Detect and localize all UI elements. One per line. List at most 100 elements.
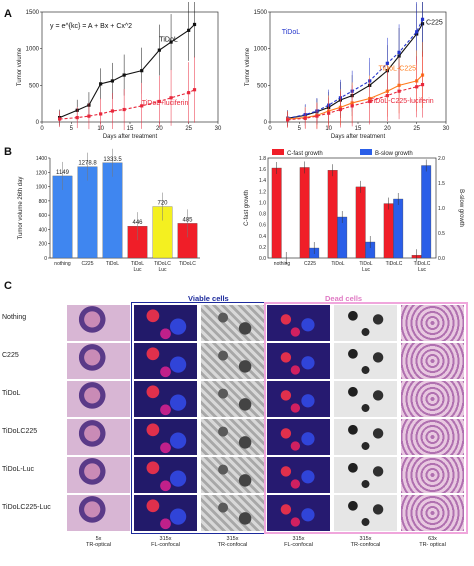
micrograph-tile — [400, 456, 465, 494]
x-tick-label: 15 — [127, 126, 134, 132]
x-axis-label: Days after treatment — [331, 134, 386, 140]
data-point — [110, 79, 114, 83]
data-point — [385, 94, 389, 98]
x-tick-label: 20 — [384, 126, 391, 132]
y-tick-label: 500 — [29, 83, 40, 89]
dead-cells-box — [264, 302, 468, 534]
bar-B-slow growth — [337, 216, 348, 259]
data-point — [303, 116, 307, 120]
category-label: Luc — [133, 267, 142, 273]
series-label: TiDoL — [159, 36, 178, 43]
y2-tick-label: 1.5 — [438, 181, 445, 187]
column-label: 315x TR-confocal — [333, 536, 398, 548]
equation-label: y = e^{kc} = A + Bx + Cx^2 — [50, 23, 132, 30]
micrograph-tile — [66, 380, 131, 418]
bar-C-fast growth — [383, 203, 394, 259]
micrograph-tile — [66, 456, 131, 494]
value-label: 1149 — [56, 170, 70, 176]
y-axis-label: Tumor volume 26th day — [18, 177, 24, 240]
micrograph-tile — [133, 304, 198, 342]
data-point — [192, 22, 197, 27]
micrograph-tile — [400, 342, 465, 380]
y-axis-label: Tumor volume — [245, 47, 251, 86]
y2-axis-label: B-slow growth — [458, 189, 464, 227]
data-point — [385, 61, 389, 65]
column-mode: FL-confocal — [151, 542, 180, 548]
micrograph-grid: Viable cells Dead cells Nothing C225 TiDoL… — [0, 290, 474, 566]
data-point — [169, 40, 173, 44]
y-tick-label: 1200 — [36, 170, 47, 176]
micrograph-tile — [133, 456, 198, 494]
y-tick-label: 0 — [36, 120, 40, 126]
column-magnification: 315x — [226, 536, 239, 542]
row-label: C225 — [2, 352, 19, 359]
bar-C-fast growth — [271, 167, 282, 259]
y-tick-label: 1000 — [36, 185, 47, 191]
dead-cells-label: Dead cells — [325, 294, 363, 303]
chart-b-left: 0 200 400 600 800 1000 1200 1400 Tumor volume 26… — [18, 148, 200, 273]
micrograph-tile — [133, 380, 198, 418]
micrograph-tile — [266, 304, 331, 342]
value-label: 720 — [157, 201, 168, 207]
data-point — [140, 69, 144, 73]
x-tick-label: 5 — [70, 126, 74, 132]
legend-swatch — [360, 149, 372, 155]
data-point — [58, 117, 62, 121]
data-point — [99, 112, 103, 116]
column-magnification: 315x — [359, 536, 372, 542]
y-tick-label: 0.4 — [259, 234, 266, 240]
column-magnification: 315x — [159, 536, 172, 542]
category-label: C225 — [304, 261, 316, 267]
y-tick-label: 1500 — [254, 10, 268, 16]
column-mode: TR-confocal — [350, 542, 381, 548]
micrograph-tile — [266, 456, 331, 494]
y-tick-label: 1.0 — [259, 200, 266, 206]
y-tick-label: 0.8 — [259, 212, 266, 218]
category-label: TiDoLC — [179, 261, 196, 267]
data-point — [192, 88, 197, 92]
x-tick-label: 25 — [185, 126, 192, 132]
micrograph-tile — [400, 304, 465, 342]
micrograph-tile — [333, 380, 398, 418]
y-tick-label: 1.8 — [259, 156, 266, 162]
category-label: TiDoLC — [414, 261, 431, 267]
data-point — [99, 82, 103, 86]
micrograph-tile — [333, 418, 398, 456]
x-axis-label: Days after treatment — [103, 134, 158, 140]
y-tick-label: 1.4 — [259, 178, 266, 184]
micrograph-tile — [400, 418, 465, 456]
data-point — [157, 48, 161, 52]
micrograph-tile — [133, 418, 198, 456]
data-point — [110, 109, 114, 113]
micrograph-tile — [66, 342, 131, 380]
micrograph-tile — [333, 494, 398, 532]
column-label: 5x TR-optical — [66, 536, 131, 548]
row-label: TiDoLC225 — [2, 428, 38, 435]
micrograph-tile — [200, 304, 265, 342]
panel-letter-c: C — [4, 280, 12, 292]
data-point — [368, 99, 372, 104]
y2-tick-label: 1.0 — [438, 206, 445, 212]
y-axis-label: C-fast growth — [244, 190, 250, 226]
legend-swatch — [272, 149, 284, 155]
x-tick-label: 30 — [215, 126, 222, 132]
x-tick-label: 30 — [443, 126, 450, 132]
chart-a-right: 0 5 10 15 20 25 30 0 500 1000 1500 Days after treat… — [245, 2, 450, 140]
micrograph-tile — [333, 342, 398, 380]
category-label: Luc — [158, 267, 167, 273]
y-tick-label: 0.2 — [259, 245, 266, 251]
data-point — [75, 116, 79, 120]
bar-TiDoL — [102, 162, 123, 259]
micrograph-tile — [133, 342, 198, 380]
data-point — [338, 107, 342, 112]
micrograph-tile — [266, 494, 331, 532]
chart-a-left: 0 5 10 15 20 25 30 0 500 1000 1500 Days after treat… — [17, 2, 222, 140]
micrograph-tile — [400, 494, 465, 532]
micrograph-tile — [333, 304, 398, 342]
legend-label: C-fast growth — [287, 151, 323, 157]
y-tick-label: 500 — [257, 83, 268, 89]
micrograph-tile — [333, 456, 398, 494]
bar-B-slow growth — [393, 198, 404, 259]
micrograph-tile — [66, 494, 131, 532]
column-label: 315x FL-confocal — [133, 536, 198, 548]
